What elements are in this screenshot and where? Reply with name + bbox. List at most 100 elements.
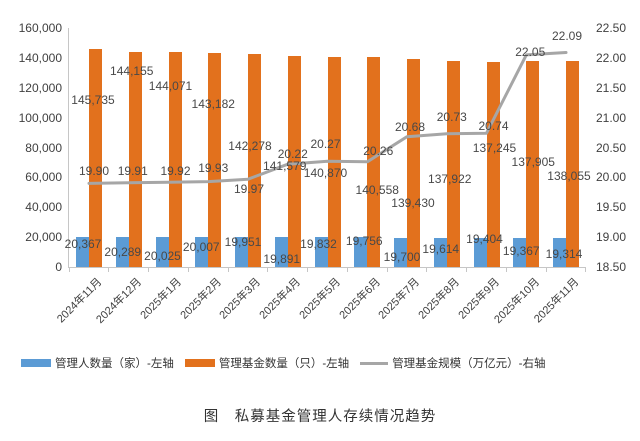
data-label-managers: 20,007 (182, 240, 220, 254)
data-label-funds: 140,870 (303, 166, 348, 180)
data-label-aum: 20.22 (277, 147, 308, 161)
data-label-managers: 19,314 (545, 247, 583, 261)
data-label-aum: 22.09 (551, 29, 583, 43)
x-axis-label: 2025年5月 (297, 276, 343, 322)
x-axis-tick-mark (585, 268, 587, 272)
data-label-aum: 19.91 (117, 164, 148, 178)
managers-series-swatch (21, 359, 51, 367)
x-axis-label: 2025年2月 (178, 276, 224, 322)
data-label-funds: 138,055 (547, 169, 591, 183)
y-axis-line (68, 28, 69, 268)
x-axis-tick-mark (545, 268, 547, 272)
data-label-aum: 20.26 (363, 144, 394, 158)
data-label-funds: 142,278 (228, 139, 272, 153)
x-axis-tick-mark (227, 268, 229, 272)
right-axis-tick-label: 21.00 (596, 110, 627, 125)
x-axis-label: 2025年1月 (138, 276, 184, 322)
x-axis-label: 2025年8月 (416, 276, 463, 322)
data-label-managers: 19,404 (466, 232, 503, 246)
data-label-managers: 20,367 (64, 237, 102, 251)
data-label-funds: 144,155 (110, 64, 154, 78)
x-axis-tick-mark (148, 268, 149, 272)
chart-legend: 管理人数量（家）-左轴 管理基金数量（只）-左轴 管理基金规模（万亿元）-右轴 (21, 355, 546, 371)
data-label-aum: 20.27 (310, 137, 341, 151)
data-label-managers: 19,756 (345, 234, 383, 248)
fund-count-bar (327, 56, 341, 267)
fund-count-bar (407, 58, 420, 267)
right-axis-tick-label: 19.50 (596, 200, 627, 215)
x-axis-tick-mark (386, 268, 388, 272)
data-label-managers: 20,289 (104, 245, 142, 259)
data-label-funds: 141,579 (263, 159, 307, 173)
x-axis-line (68, 267, 586, 268)
right-axis-tick-label: 19.00 (596, 230, 627, 245)
data-label-funds: 137,245 (472, 141, 517, 155)
data-label-managers: 19,891 (263, 252, 301, 266)
funds-series-swatch (184, 359, 215, 367)
manager-count-bar (553, 238, 566, 267)
data-label-managers: 19,832 (300, 237, 337, 251)
data-label-funds: 143,182 (191, 97, 235, 111)
data-label-managers: 19,951 (224, 235, 262, 249)
manager-count-bar (155, 237, 169, 267)
legend-label-managers: 管理人数量（家）-左轴 (55, 358, 174, 370)
x-axis-tick-mark (68, 268, 70, 272)
data-label-managers: 20,025 (144, 249, 181, 263)
manager-count-bar (76, 236, 89, 267)
manager-count-bar (354, 237, 368, 267)
data-label-funds: 140,558 (355, 183, 399, 197)
fund-count-bar (89, 49, 102, 267)
x-axis-label: 2025年3月 (217, 276, 264, 322)
data-label-funds: 144,071 (148, 79, 193, 93)
x-axis-tick-mark (466, 268, 467, 272)
right-axis-tick-label: 21.50 (596, 80, 627, 95)
fund-count-bar (128, 51, 142, 267)
data-label-aum: 19.92 (160, 164, 191, 178)
manager-count-bar (394, 237, 407, 267)
manager-count-bar (473, 238, 487, 267)
x-axis-label: 2025年4月 (257, 276, 304, 322)
data-label-aum: 20.73 (436, 110, 467, 124)
x-axis-tick-mark (307, 268, 308, 272)
x-axis-tick-mark (505, 268, 507, 272)
data-label-managers: 19,614 (422, 242, 460, 256)
manager-count-bar (115, 236, 129, 267)
data-label-aum: 20.74 (478, 119, 509, 133)
legend-label-funds: 管理基金数量（只）-左轴 (218, 358, 350, 370)
manager-count-bar (195, 237, 209, 267)
data-label-managers: 19,367 (502, 244, 540, 258)
left-axis-tick-label: 140,000 (18, 50, 62, 65)
x-axis-tick-mark (187, 268, 189, 272)
data-label-funds: 137,905 (511, 155, 555, 169)
data-label-aum: 19.97 (233, 182, 265, 196)
legend-item-managers: 管理人数量（家）-左轴 (21, 355, 174, 371)
right-axis-tick-label: 20.50 (596, 140, 627, 155)
figure-caption: 图 私募基金管理人存续情况趋势 (203, 409, 437, 425)
legend-item-funds: 管理基金数量（只）-左轴 (184, 355, 350, 371)
x-axis-tick-mark (267, 268, 269, 272)
data-label-aum: 20.68 (394, 120, 426, 134)
left-axis-tick-label: 0 (55, 260, 62, 274)
fund-count-bar (446, 60, 460, 267)
left-axis-tick-label: 80,000 (25, 140, 62, 155)
legend-label-aum: 管理基金规模（万亿元）-右轴 (392, 358, 546, 370)
aum-series-swatch (360, 361, 389, 365)
left-axis-tick-label: 40,000 (25, 200, 62, 215)
fund-count-bar (566, 60, 579, 267)
right-axis-tick-label: 22.00 (596, 50, 627, 65)
left-axis-tick-label: 60,000 (25, 170, 62, 185)
data-label-managers: 19,700 (383, 250, 421, 264)
manager-count-bar (314, 237, 328, 267)
data-label-funds: 139,430 (391, 196, 435, 210)
data-label-funds: 137,922 (428, 172, 472, 186)
data-label-aum: 19.93 (198, 161, 229, 175)
manager-count-bar (274, 237, 288, 267)
left-axis-tick-label: 20,000 (25, 230, 62, 245)
manager-count-bar (235, 237, 248, 267)
right-axis-tick-label: 20.00 (596, 170, 627, 185)
x-axis-tick-mark (346, 268, 348, 272)
data-label-aum: 22.05 (515, 45, 546, 59)
left-axis-tick-label: 100,000 (18, 110, 62, 125)
left-axis-tick-label: 160,000 (18, 21, 62, 35)
